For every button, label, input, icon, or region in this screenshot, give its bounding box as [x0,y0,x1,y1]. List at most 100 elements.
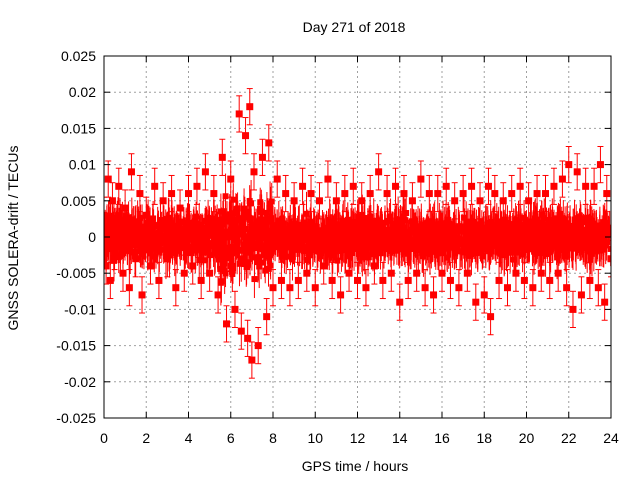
marker [231,305,239,313]
data-point [286,269,294,307]
data-point [503,269,511,307]
data-point [484,167,492,205]
marker [155,276,163,284]
data-point [265,124,273,162]
marker [206,269,214,277]
marker [246,103,254,111]
data-point [189,247,197,285]
marker [111,247,119,255]
marker [550,182,558,190]
marker [512,269,520,277]
data-point [430,276,438,314]
marker [299,182,307,190]
marker [218,153,226,161]
marker [392,182,400,190]
data-point [193,167,201,205]
marker [525,197,533,205]
marker [242,132,250,140]
data-point [529,269,537,307]
marker [569,305,577,313]
data-point [512,254,520,292]
data-point [459,174,467,213]
marker [533,190,541,198]
marker [607,255,611,263]
data-point [246,88,254,126]
marker [603,190,611,198]
data-point [231,290,239,328]
data-point [362,269,370,307]
data-point [550,167,558,205]
marker [468,182,476,190]
marker [601,298,609,306]
marker [185,190,192,198]
data-point [104,160,112,198]
data-point [468,167,476,205]
marker [263,313,271,321]
data-point [413,254,421,292]
marker [370,262,378,270]
y-tick-label: 0.01 [69,157,96,173]
data-point [586,261,594,300]
data-point [248,341,256,379]
x-tick-label: 24 [603,430,619,446]
data-point [258,138,266,176]
data-point [185,174,192,213]
marker [223,320,231,328]
data-point [358,182,366,220]
x-tick-label: 20 [519,430,535,446]
data-point [328,261,336,300]
data-point [290,182,298,220]
marker [484,182,492,190]
data-point [387,254,395,292]
data-point [337,276,345,314]
data-point [542,174,550,213]
data-point [136,174,144,213]
marker [254,342,262,350]
marker [396,298,404,306]
data-point [582,167,590,205]
marker [438,269,446,277]
marker [136,190,144,198]
data-point [565,146,573,184]
marker [476,197,484,205]
ticks: 0 2 4 6 8 10 12 14 16 18 20 22 24-0.025-0.02-0.015-0… [56,48,619,446]
data-point [138,276,146,314]
marker [104,175,112,183]
data-point [491,174,499,213]
marker [176,204,184,212]
data-point [142,196,150,234]
marker [508,190,516,198]
data-point [303,254,311,292]
marker [546,276,554,284]
y-tick-label: 0.025 [61,48,96,64]
data-point [554,254,562,292]
marker [197,276,205,284]
marker [132,255,140,263]
marker [358,197,366,205]
marker [311,284,319,292]
data-point [320,247,328,285]
x-tick-label: 18 [476,430,492,446]
marker [172,284,180,292]
chart-title: Day 271 of 2018 [303,19,406,35]
data-point [375,153,383,191]
data-point [277,261,285,300]
marker [250,168,258,176]
marker [146,262,154,270]
marker [480,291,488,299]
marker [337,291,345,299]
y-tick-label: -0.01 [64,301,96,317]
x-tick-label: 8 [269,430,277,446]
marker [349,182,357,190]
data-point [227,160,235,198]
marker [387,269,395,277]
marker [227,175,235,183]
data-point [354,261,361,300]
marker [345,269,353,277]
marker [119,269,127,277]
data-point [307,174,315,213]
marker [286,284,294,292]
data-point [476,182,484,220]
data-point [341,174,349,213]
marker [582,182,590,190]
